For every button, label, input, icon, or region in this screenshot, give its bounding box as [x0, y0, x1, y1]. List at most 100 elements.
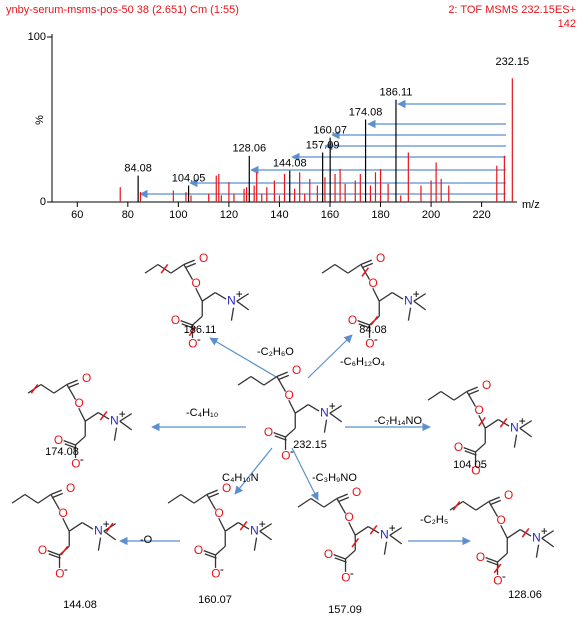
atom: O: [471, 464, 480, 478]
atom: O: [482, 378, 491, 392]
bond: [48, 553, 61, 559]
atom: O: [188, 337, 197, 351]
arrow: [209, 337, 279, 379]
atom: O: [496, 513, 505, 527]
atom: O: [476, 550, 485, 564]
bond: [195, 287, 203, 302]
atom: N: [510, 420, 519, 434]
bond: [259, 530, 273, 541]
atom: +: [259, 517, 266, 531]
bond: [274, 435, 287, 441]
x-tick-label: 140: [270, 209, 288, 221]
bond: [467, 389, 480, 396]
atom: O: [71, 457, 80, 471]
bond: [64, 443, 77, 449]
atom: O: [493, 574, 502, 588]
atom: O: [74, 396, 83, 410]
cleavage-mark: [351, 537, 360, 548]
structure: OON +OO -: [321, 251, 427, 351]
bond: [259, 523, 273, 532]
atom: -: [290, 444, 294, 458]
bond: [489, 499, 502, 506]
bond: [50, 489, 62, 496]
loss-label: -C₂H₆O: [257, 346, 294, 358]
bond: [541, 537, 555, 548]
bond: [47, 550, 60, 556]
structure: OON +OO -: [297, 485, 403, 585]
bond: [440, 390, 455, 401]
atom: -: [220, 562, 224, 576]
bond: [358, 323, 371, 329]
bond: [180, 493, 195, 504]
bond: [62, 517, 70, 532]
bond: [357, 320, 370, 326]
bond: [475, 442, 486, 453]
bond: [464, 450, 477, 456]
bond: [206, 489, 218, 496]
bond: [192, 315, 203, 326]
cleavage-mark: [452, 501, 461, 511]
bond: [214, 292, 227, 300]
x-tick-label: 80: [122, 209, 134, 221]
bond: [84, 412, 99, 422]
atom: O: [292, 363, 301, 377]
peak-label: 128.06: [232, 143, 266, 155]
bond: [237, 375, 252, 386]
bond: [463, 447, 476, 453]
bond: [78, 407, 86, 422]
bond: [215, 545, 226, 556]
fragment-label: 104.05: [453, 459, 487, 471]
y-axis-label: %: [34, 115, 46, 125]
bond: [207, 492, 220, 499]
atom: -: [480, 459, 484, 473]
atom: -: [502, 569, 506, 583]
atom: +: [389, 521, 396, 535]
bond: [250, 375, 265, 386]
structure: OON +OO -: [11, 481, 117, 581]
bond: [184, 262, 197, 269]
bond: [307, 404, 320, 412]
bond: [310, 497, 325, 508]
bond: [81, 522, 94, 530]
y-tick-label: 0: [40, 196, 46, 208]
cleavage-mark: [369, 525, 378, 535]
atom: O: [55, 567, 64, 581]
cleavage-mark: [370, 315, 379, 326]
peak-label: 186.11: [380, 87, 413, 99]
atom: O: [211, 567, 220, 581]
cleavage-mark: [361, 267, 370, 277]
bond: [181, 323, 194, 329]
atom: O: [191, 276, 200, 290]
atom: O: [82, 371, 91, 385]
peak-label: 232.15: [495, 56, 529, 68]
loss-label: -C₇H₁₄NO: [374, 415, 422, 427]
bond: [389, 534, 403, 545]
loss-label: -C₂H₅: [420, 514, 448, 526]
bond: [519, 427, 533, 438]
bond: [336, 493, 348, 500]
bond: [345, 549, 356, 560]
bond: [201, 292, 216, 302]
x-tick-label: 220: [472, 209, 490, 221]
atom: O: [348, 313, 357, 327]
y-tick-label: 100: [28, 31, 46, 43]
bond: [323, 497, 338, 508]
bond: [506, 529, 521, 539]
structure: OON +OO -: [449, 488, 555, 588]
bond: [413, 300, 427, 311]
atom: +: [329, 399, 336, 413]
atom: N: [250, 523, 259, 537]
bond: [354, 526, 369, 536]
atom: N: [110, 413, 119, 427]
atom: O: [199, 251, 208, 265]
bond: [63, 440, 76, 446]
atom: O: [376, 251, 385, 265]
cleavage-mark: [160, 264, 169, 274]
bond: [236, 300, 250, 311]
bond: [183, 259, 195, 266]
bond: [329, 405, 343, 414]
x-tick-label: 100: [169, 209, 187, 221]
peak-label: 160.07: [313, 125, 347, 137]
bond: [203, 550, 216, 556]
bond: [475, 500, 490, 511]
